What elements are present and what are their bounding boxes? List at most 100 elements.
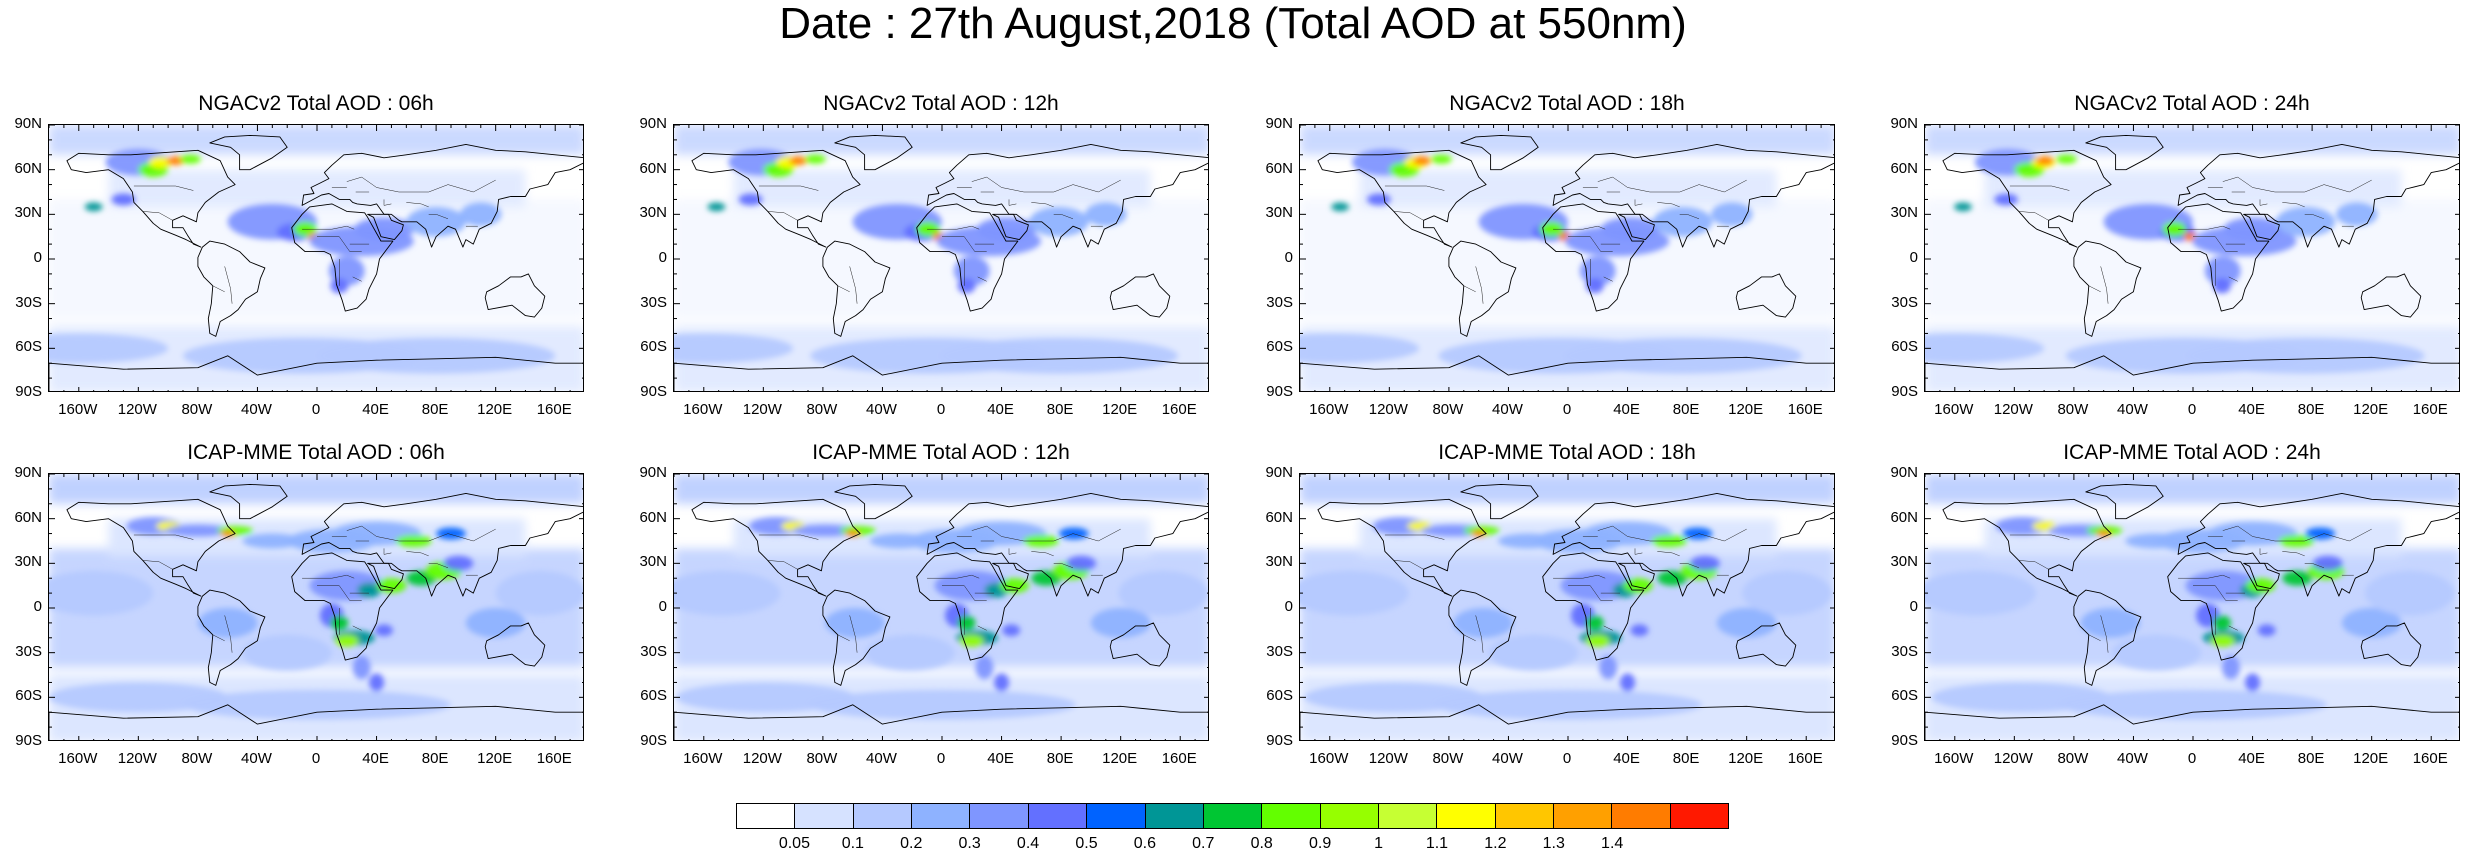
aod-map	[1300, 125, 1834, 391]
lon-tick-label: 160E	[1161, 750, 1197, 767]
lon-tick-label: 160E	[1787, 750, 1823, 767]
lat-tick-label: 30S	[640, 293, 667, 311]
lat-tick-label: 60N	[639, 159, 667, 177]
lon-tick-label: 120E	[477, 401, 513, 418]
lon-tick-label: 120W	[1368, 750, 1408, 767]
lat-tick-label: 60N	[1890, 159, 1918, 177]
aod-map	[674, 474, 1208, 740]
lon-tick-label: 0	[1562, 750, 1572, 767]
colorbar-swatch	[1554, 804, 1613, 828]
colorbar-label: 0.7	[1192, 835, 1215, 852]
lat-tick-label: 60S	[1891, 338, 1918, 356]
lon-tick-label: 160E	[1787, 401, 1823, 418]
map-panel	[48, 473, 584, 741]
colorbar-label: 0.1	[841, 835, 864, 852]
lat-tick-label: 60N	[1265, 508, 1293, 526]
lon-tick-label: 160E	[536, 401, 572, 418]
colorbar-label: 1.3	[1542, 835, 1565, 852]
lat-tick-label: 30S	[15, 642, 42, 660]
lon-tick-label: 40W	[866, 750, 897, 767]
lat-tick-label: 30N	[14, 553, 42, 571]
lat-tick-label: 60S	[1266, 687, 1293, 705]
lat-tick-label: 90N	[14, 115, 42, 132]
lon-tick-label: 40E	[2238, 401, 2265, 418]
colorbar-swatch	[970, 804, 1029, 828]
lat-tick-label: 90S	[1266, 732, 1293, 749]
colorbar-swatch	[853, 804, 913, 828]
lat-tick-label: 60S	[1266, 338, 1293, 356]
lat-tick-label: 30N	[1265, 553, 1293, 571]
colorbar-swatch	[1612, 804, 1671, 828]
lon-tick-label: 80W	[1432, 750, 1464, 767]
lat-tick-label: 90N	[1265, 115, 1293, 132]
lat-tick-label: 90N	[639, 115, 667, 132]
lat-tick-label: 30N	[1890, 553, 1918, 571]
lon-tick-label: 160W	[1934, 401, 1974, 418]
lat-tick-label: 90S	[15, 383, 42, 400]
colorbar	[736, 803, 1729, 829]
aod-map	[49, 474, 583, 740]
lon-tick-label: 160E	[2412, 401, 2448, 418]
colorbar-label: 0.6	[1133, 835, 1156, 852]
lon-tick-label: 0	[2187, 750, 2197, 767]
map-panel	[1924, 473, 2460, 741]
lon-tick-label: 0	[936, 750, 946, 767]
panel-title: NGACv2 Total AOD : 06h	[198, 92, 434, 115]
lat-tick-label: 0	[658, 598, 667, 615]
lon-tick-label: 40E	[362, 750, 389, 767]
aod-map	[674, 125, 1208, 391]
lon-tick-label: 80W	[1432, 401, 1464, 418]
lat-tick-label: 0	[33, 249, 42, 266]
lat-tick-label: 30S	[1891, 642, 1918, 660]
lat-tick-label: 60N	[1890, 508, 1918, 526]
lat-tick-label: 60S	[15, 687, 42, 705]
aod-map	[1300, 474, 1834, 740]
map-panel	[1299, 473, 1835, 741]
lat-tick-label: 30N	[1265, 204, 1293, 222]
lon-tick-label: 120W	[1993, 750, 2033, 767]
lat-tick-label: 60N	[1265, 159, 1293, 177]
map-panel	[673, 473, 1209, 741]
aod-map	[1925, 474, 2459, 740]
lon-tick-label: 40E	[987, 401, 1014, 418]
colorbar-swatch	[1378, 804, 1438, 828]
lat-tick-label: 60N	[639, 508, 667, 526]
lat-tick-label: 30S	[15, 293, 42, 311]
colorbar-label: 0.8	[1250, 835, 1273, 852]
panel-title: ICAP-MME Total AOD : 24h	[2063, 441, 2321, 464]
lat-tick-label: 0	[1284, 598, 1293, 615]
lon-tick-label: 120E	[1728, 750, 1764, 767]
colorbar-label: 0.5	[1075, 835, 1098, 852]
lon-tick-label: 80E	[421, 401, 449, 418]
colorbar-swatch	[1437, 804, 1496, 828]
lat-tick-label: 90S	[15, 732, 42, 749]
lat-tick-label: 90S	[640, 732, 667, 749]
lon-tick-label: 0	[1562, 401, 1572, 418]
lon-tick-label: 80W	[2057, 750, 2089, 767]
lon-tick-label: 80E	[2297, 401, 2325, 418]
lon-tick-label: 40W	[1492, 401, 1523, 418]
panel-title: ICAP-MME Total AOD : 06h	[187, 441, 445, 464]
lat-tick-label: 90N	[639, 464, 667, 481]
panel-title: NGACv2 Total AOD : 12h	[823, 92, 1059, 115]
panel-title: ICAP-MME Total AOD : 18h	[1438, 441, 1696, 464]
lon-tick-label: 120E	[1102, 750, 1138, 767]
lon-tick-label: 0	[311, 401, 321, 418]
aod-map	[49, 125, 583, 391]
lat-tick-label: 90S	[640, 383, 667, 400]
lon-tick-label: 40W	[241, 401, 272, 418]
lat-tick-label: 90N	[1890, 115, 1918, 132]
lon-tick-label: 80W	[806, 401, 838, 418]
colorbar-swatch	[1495, 804, 1555, 828]
lon-tick-label: 80W	[181, 750, 213, 767]
lon-tick-label: 40W	[1492, 750, 1523, 767]
lat-tick-label: 60N	[14, 159, 42, 177]
lon-tick-label: 120E	[1102, 401, 1138, 418]
lon-tick-label: 40E	[987, 750, 1014, 767]
lat-tick-label: 90S	[1891, 732, 1918, 749]
lon-tick-label: 40W	[866, 401, 897, 418]
lon-tick-label: 80W	[806, 750, 838, 767]
lat-tick-label: 90S	[1891, 383, 1918, 400]
colorbar-swatch	[1203, 804, 1263, 828]
lon-tick-label: 0	[936, 401, 946, 418]
